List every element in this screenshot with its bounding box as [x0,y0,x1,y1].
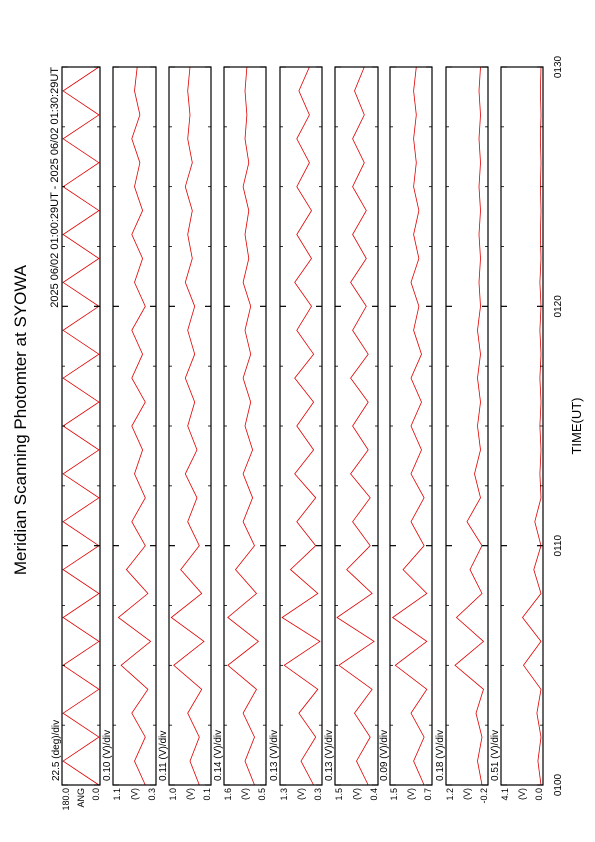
chart-title: Meridian Scanning Photomter at SYOWA [11,264,30,575]
x-tick-label: 0100 [553,773,564,796]
trace [227,66,260,786]
panel-frame [500,66,544,786]
trace [62,66,100,786]
trace [521,66,542,786]
panel-scale: 0.10 (V)/div [102,730,113,781]
y-unit-label: (V) [517,788,527,800]
trace [454,66,485,786]
y-tick-label: 0.0 [534,788,544,801]
panel-scale: 0.13 (V)/div [269,730,280,781]
x-tick-label: 0110 [553,534,564,556]
y-tick-label: 1.5 [389,788,399,801]
panel-scale: 0.09 (V)/div [379,730,390,781]
panel-frame [334,66,379,786]
y-tick-label: 1.5 [334,788,344,801]
y-tick-label: 0.3 [313,788,323,801]
panel-scale: 0.14 (V)/div [213,730,224,781]
y-tick-label: 1.1 [112,788,122,801]
y-unit-label: (V) [462,788,472,800]
y-unit-label: (V) [130,788,140,800]
y-tick-label: 1.3 [279,788,289,801]
y-unit-label: (V) [406,788,416,800]
panel-scale: 22.5 (deg)/div [51,720,62,781]
y-tick-label: 0.5 [257,788,267,801]
y-tick-label: -0.2 [479,788,489,804]
y-unit-label: (V) [240,788,250,800]
x-tick-label: 0120 [553,295,564,318]
panel-scale: 0.51 (V)/div [490,730,501,781]
y-tick-label: 0.4 [369,788,379,801]
x-tick-label: 0130 [553,55,564,78]
y-unit-label: (V) [185,788,195,800]
subtitle: 2025 06/02 01:00:29UT - 2025 06/02 01:30… [49,67,61,308]
y-tick-label: 0.0 [91,788,101,801]
panel-scale: 0.11 (V)/div [158,731,169,781]
y-unit-label: (V) [352,788,362,800]
y-unit-label: (V) [296,788,306,800]
y-tick-label: 1.6 [223,788,233,801]
y-tick-label: 180.0 [61,788,71,811]
y-tick-label: 0.1 [202,788,212,801]
panel-scale: 0.18 (V)/div [435,730,446,781]
trace [391,66,428,786]
panel-frame [445,66,489,786]
rotated-plot: Meridian Scanning Photomter at SYOWA 202… [11,55,584,810]
y-tick-label: 0.7 [423,788,433,801]
y-tick-label: 0.3 [147,788,157,801]
y-unit-label: ANG [76,788,86,808]
y-tick-label: 1.0 [168,788,178,801]
trace [336,66,375,786]
trace [281,66,321,786]
trace [170,66,205,786]
y-tick-label: 1.2 [445,788,455,801]
x-axis-label: TIME(UT) [569,397,584,454]
panel-frame [168,66,212,786]
trace [117,66,152,786]
y-tick-label: 4.1 [500,788,510,801]
panel-scale: 0.13 (V)/div [324,730,335,781]
